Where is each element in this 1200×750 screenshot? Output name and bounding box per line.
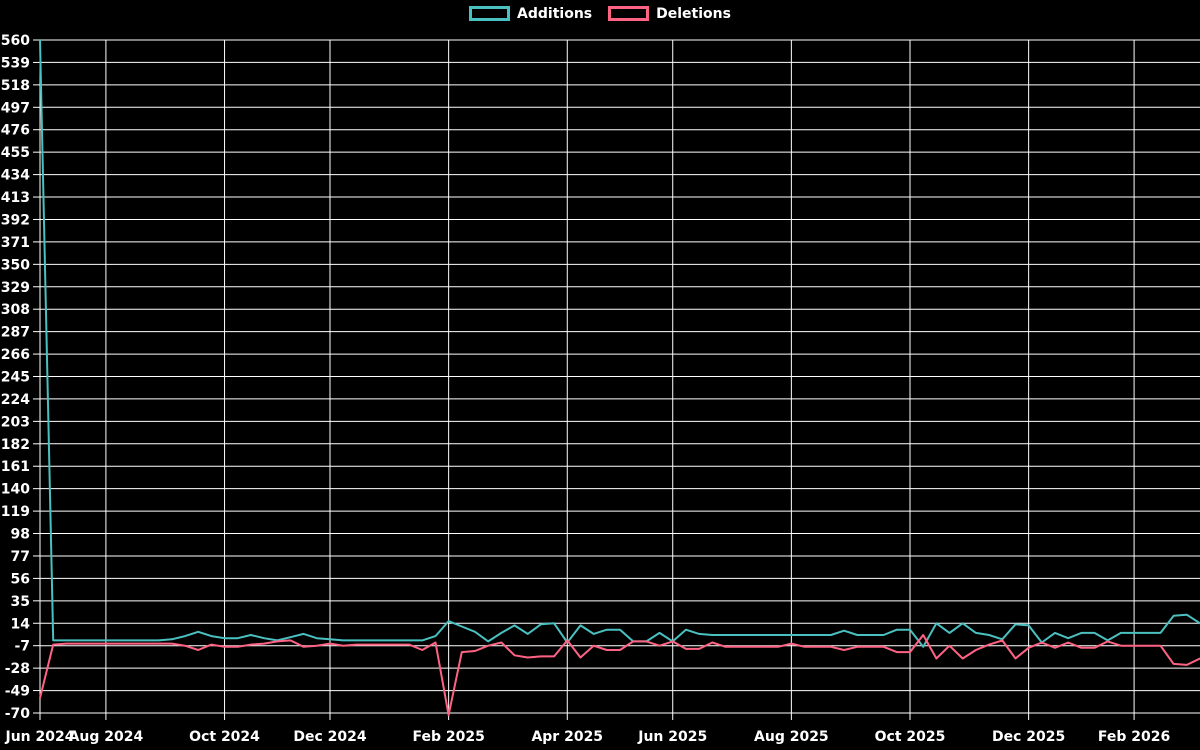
legend-label-additions: Additions [517, 5, 593, 22]
y-axis-label: 350 [1, 257, 30, 273]
chart-legend: Additions Deletions [0, 6, 1200, 21]
x-axis-label: Jun 2024 [5, 729, 75, 745]
y-axis-label: 140 [1, 482, 30, 498]
y-axis-label: -28 [5, 661, 30, 677]
y-axis-label: 182 [1, 437, 30, 453]
y-axis-label: 308 [1, 302, 30, 318]
y-axis-label: 539 [1, 55, 30, 71]
x-axis-label: Aug 2025 [754, 729, 829, 745]
x-axis-label: Feb 2026 [1098, 729, 1170, 745]
y-axis-label: 476 [1, 123, 30, 139]
x-axis-label: Feb 2025 [412, 729, 484, 745]
deletions-swatch-icon [608, 6, 650, 21]
y-axis-label: 119 [1, 504, 30, 520]
y-axis-label: 14 [11, 616, 31, 632]
y-axis-label: 497 [1, 100, 30, 116]
additions-line [39, 39, 1200, 648]
y-axis-label: 161 [1, 459, 30, 475]
y-axis-label: 518 [1, 78, 30, 94]
legend-label-deletions: Deletions [656, 5, 731, 22]
y-axis-label: 329 [1, 280, 30, 296]
y-axis-label: 56 [11, 571, 30, 587]
y-axis-label: 245 [1, 370, 30, 386]
y-axis-label: 455 [1, 145, 30, 161]
x-axis-label: Dec 2024 [293, 729, 367, 745]
legend-item-additions[interactable]: Additions [469, 6, 592, 21]
y-axis-label: 98 [11, 527, 30, 543]
y-axis-label: 203 [1, 414, 30, 430]
y-axis-label: 392 [1, 212, 30, 228]
deletions-line [39, 634, 1200, 717]
y-axis-label: 35 [11, 594, 30, 610]
x-axis-label: Dec 2025 [992, 729, 1065, 745]
y-axis-label: 77 [11, 549, 30, 565]
y-axis-label: -7 [14, 639, 30, 655]
y-axis-label: 371 [1, 235, 30, 251]
x-axis-label: Oct 2025 [875, 729, 946, 745]
y-axis-label: 266 [1, 347, 30, 363]
y-axis-label: 560 [1, 33, 30, 49]
y-axis-label: 434 [1, 168, 30, 184]
y-axis-label: 224 [1, 392, 30, 408]
legend-item-deletions[interactable]: Deletions [608, 6, 731, 21]
y-axis-label: 287 [1, 325, 30, 341]
x-axis-label: Jun 2025 [637, 729, 707, 745]
y-axis-label: -70 [5, 706, 31, 722]
x-axis-label: Apr 2025 [531, 729, 603, 745]
y-axis-label: -49 [5, 684, 30, 700]
x-axis-label: Oct 2024 [189, 729, 260, 745]
additions-swatch-icon [469, 6, 511, 21]
x-axis-label: Aug 2024 [69, 729, 144, 745]
y-axis-label: 413 [1, 190, 30, 206]
